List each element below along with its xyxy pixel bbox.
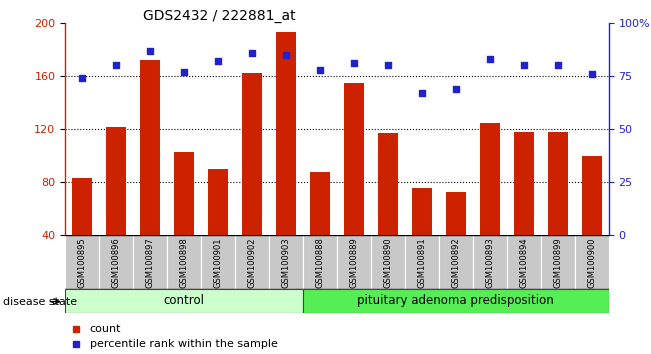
Text: control: control [163,295,204,307]
Bar [581,156,602,235]
Bar [303,235,337,289]
Bar [506,235,541,289]
Point [247,50,257,56]
Bar [371,235,405,289]
Bar [65,235,99,289]
Bar [106,126,126,235]
Text: GSM100888: GSM100888 [315,237,324,288]
Point [281,52,291,58]
Text: GSM100895: GSM100895 [77,237,87,288]
Text: disease state: disease state [3,297,77,307]
Text: GSM100898: GSM100898 [180,237,189,288]
Bar [547,132,568,235]
Bar [310,172,330,235]
Point [111,63,121,68]
Bar [276,32,296,235]
Text: GDS2432 / 222881_at: GDS2432 / 222881_at [143,9,296,23]
Bar [99,235,133,289]
Text: GSM100893: GSM100893 [485,237,494,288]
Bar [480,122,500,235]
Bar [167,235,201,289]
Bar [140,60,160,235]
Bar [411,188,432,235]
Bar [344,83,364,235]
Bar [445,192,466,235]
Text: percentile rank within the sample: percentile rank within the sample [90,339,277,349]
Bar [269,235,303,289]
Text: GSM100900: GSM100900 [587,237,596,287]
Bar [337,235,371,289]
Text: GSM100896: GSM100896 [111,237,120,288]
Text: GSM100890: GSM100890 [383,237,393,288]
Bar [439,235,473,289]
Text: count: count [90,324,121,333]
Bar [575,235,609,289]
Text: GSM100897: GSM100897 [146,237,154,288]
Bar [514,132,534,235]
Point [77,75,87,81]
Text: GSM100902: GSM100902 [247,237,256,287]
Bar [201,235,235,289]
Point [213,58,223,64]
Text: GSM100903: GSM100903 [281,237,290,288]
Text: GSM100894: GSM100894 [519,237,528,288]
Text: pituitary adenoma predisposition: pituitary adenoma predisposition [357,295,554,307]
Point [179,69,189,75]
Point [383,63,393,68]
Text: GSM100901: GSM100901 [214,237,223,287]
Bar [174,152,194,235]
Point [145,48,155,53]
Bar [208,169,228,235]
Bar [242,73,262,235]
Point [349,61,359,66]
Text: GSM100899: GSM100899 [553,237,562,288]
Bar [303,289,609,313]
Point [450,86,461,92]
Point [587,71,597,77]
Bar [235,235,269,289]
Bar [405,235,439,289]
Text: GSM100892: GSM100892 [451,237,460,288]
Text: GSM100891: GSM100891 [417,237,426,288]
Point [314,67,325,73]
Text: GSM100889: GSM100889 [350,237,359,288]
Bar [133,235,167,289]
Bar [72,178,92,235]
Point [553,63,563,68]
Bar [541,235,575,289]
Point [484,56,495,62]
Bar [473,235,506,289]
Point [417,90,427,96]
Bar [378,133,398,235]
Bar [65,289,303,313]
Point [519,63,529,68]
